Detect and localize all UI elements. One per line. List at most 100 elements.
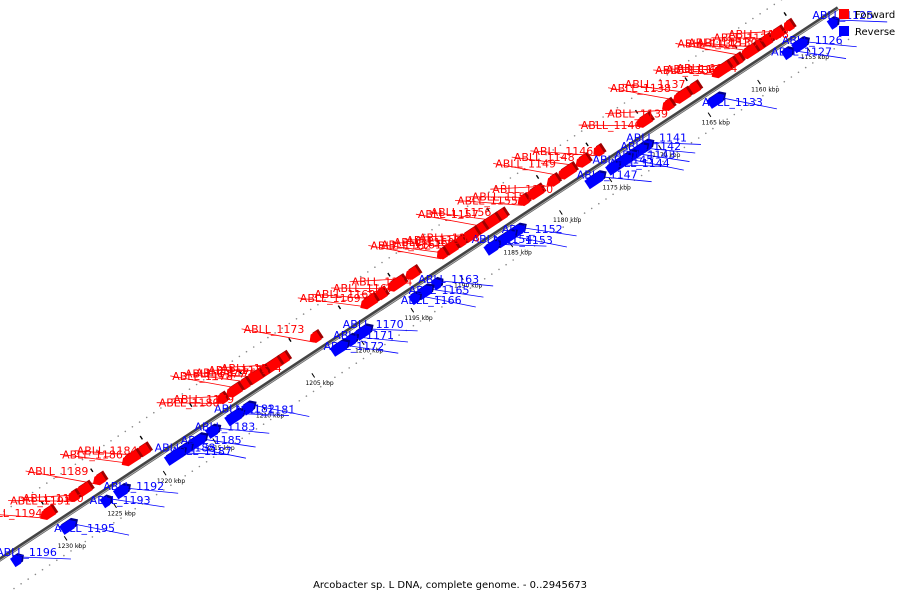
guide-dot xyxy=(766,8,768,10)
gene-label-abll_1195[interactable]: ABLL_1195 xyxy=(54,522,115,535)
gene-label-abll_1175[interactable]: ABLL_1175 xyxy=(208,364,269,377)
gene-label-abll_1145[interactable]: ABLL_1145 xyxy=(592,154,653,167)
gene-arrow-abll_1196 xyxy=(10,555,22,568)
guide-dot xyxy=(840,43,843,45)
gene-label-abll_1147[interactable]: ABLL_1147 xyxy=(577,169,638,182)
gene-label-abll_1194[interactable]: ABLL_1194 xyxy=(0,507,42,520)
guide-dot xyxy=(31,491,34,494)
scale-tick xyxy=(63,535,68,541)
gene-label-abll_1165[interactable]: ABLL_1165 xyxy=(409,284,470,297)
gene-label-abll_1132[interactable]: ABLL_1132 xyxy=(677,37,738,50)
axis-highlight xyxy=(0,8,839,562)
gene-label-abll_1156[interactable]: ABLL_1156 xyxy=(431,206,492,219)
gene-label-abll_1188[interactable]: ABLL_1188 xyxy=(155,442,216,455)
gene-label-abll_1154[interactable]: ABLL_1154 xyxy=(472,233,533,246)
gene-label-abll_1189[interactable]: ABLL_1189 xyxy=(28,465,89,478)
gene-label-abll_1170[interactable]: ABLL_1170 xyxy=(343,318,404,331)
gene-label-abll_1171[interactable]: ABLL_1171 xyxy=(333,329,394,342)
gene-label-abll_1143[interactable]: ABLL_1143 xyxy=(615,149,676,162)
gene-label-abll_1134[interactable]: ABLL_1134 xyxy=(677,62,738,75)
gene-label-abll_1181[interactable]: ABLL_1181 xyxy=(234,404,295,417)
gene-label-abll_1161[interactable]: ABLL_1161 xyxy=(381,238,442,251)
guide-dot xyxy=(395,252,398,254)
gene-label-abll_1187[interactable]: ABLL_1187 xyxy=(171,445,232,458)
gene-label-abll_1186[interactable]: ABLL_1186 xyxy=(62,448,123,461)
gene-label-abll_1185[interactable]: ABLL_1185 xyxy=(181,434,242,447)
guide-dot xyxy=(730,31,733,34)
gene-label-abll_1166[interactable]: ABLL_1166 xyxy=(401,294,462,307)
guide-dot xyxy=(77,545,79,547)
guide-dot xyxy=(747,104,750,106)
gene-arrow-abll_1148 xyxy=(575,153,591,168)
gene-label-abll_1163[interactable]: ABLL_1163 xyxy=(418,273,479,286)
gene-label-abll_1135[interactable]: ABLL_1135 xyxy=(666,63,727,76)
gene-label-abll_1164[interactable]: ABLL_1164 xyxy=(352,276,413,289)
gene-label-abll_1176[interactable]: ABLL_1176 xyxy=(196,367,257,380)
gene-label-abll_1149[interactable]: ABLL_1149 xyxy=(495,157,556,170)
gene-label-abll_1150[interactable]: ABLL_1150 xyxy=(492,183,553,196)
gene-label-abll_1142[interactable]: ABLL_1142 xyxy=(620,140,681,153)
gene-label-abll_1158[interactable]: ABLL_1158 xyxy=(419,231,480,244)
gene-label-abll_1127[interactable]: ABLL_1127 xyxy=(771,46,832,59)
gene-label-abll_1148[interactable]: ABLL_1148 xyxy=(514,151,575,164)
leader-line xyxy=(197,437,256,448)
gene-label-abll_1128[interactable]: ABLL_1128 xyxy=(728,28,789,41)
gene-label-abll_1192[interactable]: ABLL_1192 xyxy=(103,480,164,493)
gene-label-abll_1151[interactable]: ABLL_1151 xyxy=(472,191,533,204)
gene-label-abll_1178[interactable]: ABLL_1178 xyxy=(172,370,233,383)
guide-dot xyxy=(459,210,462,212)
gene-label-abll_1191[interactable]: ABLL_1191 xyxy=(10,495,71,508)
gene-label-abll_1133[interactable]: ABLL_1133 xyxy=(702,96,763,109)
leader-line xyxy=(8,500,73,502)
gene-label-abll_1146[interactable]: ABLL_1146 xyxy=(532,145,593,158)
gene-label-abll_1160[interactable]: ABLL_1160 xyxy=(394,236,455,249)
gene-label-abll_1182[interactable]: ABLL_1182 xyxy=(214,403,275,416)
gene-label-abll_1168[interactable]: ABLL_1168 xyxy=(314,288,375,301)
gene-label-abll_1172[interactable]: ABLL_1172 xyxy=(323,340,384,353)
guide-dot xyxy=(153,411,155,414)
guide-dot xyxy=(466,205,469,207)
gene-label-abll_1162[interactable]: ABLL_1162 xyxy=(370,240,431,253)
gene-label-abll_1144[interactable]: ABLL_1144 xyxy=(609,157,670,170)
gene-arrow-abll_1150 xyxy=(546,174,561,187)
gene-label-abll_1136[interactable]: ABLL_1136 xyxy=(655,64,716,77)
gene-label-abll_1153[interactable]: ABLL_1153 xyxy=(492,234,553,247)
guide-dot xyxy=(709,45,711,48)
gene-label-abll_1173[interactable]: ABLL_1173 xyxy=(244,323,305,336)
guide-dot xyxy=(719,123,721,125)
gene-label-abll_1193[interactable]: ABLL_1193 xyxy=(90,494,151,507)
gene-label-abll_1155[interactable]: ABLL_1155 xyxy=(457,194,518,207)
gene-label-abll_1180[interactable]: ABLL_1180 xyxy=(159,397,220,410)
guide-dot xyxy=(195,383,198,386)
guide-dot xyxy=(295,318,298,320)
gene-label-abll_1183[interactable]: ABLL_1183 xyxy=(194,420,255,433)
gene-label-abll_1130[interactable]: ABLL_1130 xyxy=(697,37,758,50)
gene-labels: ABLL_1125ABLL_1126ABLL_1127ABLL_1133ABLL… xyxy=(0,9,873,559)
guide-dot xyxy=(60,472,62,475)
genome-caption: Arcobacter sp. L DNA, complete genome. -… xyxy=(313,580,587,591)
gene-label-abll_1152[interactable]: ABLL_1152 xyxy=(502,223,563,236)
gene-label-abll_1138[interactable]: ABLL_1138 xyxy=(610,82,671,95)
guide-dot xyxy=(630,97,633,100)
scale-tick xyxy=(707,112,712,118)
gene-label-abll_1167[interactable]: ABLL_1167 xyxy=(333,282,394,295)
gene-label-abll_1177[interactable]: ABLL_1177 xyxy=(185,368,246,381)
guide-dot xyxy=(96,449,98,452)
gene-label-abll_1159[interactable]: ABLL_1159 xyxy=(406,234,467,247)
gene-label-abll_1129[interactable]: ABLL_1129 xyxy=(713,32,774,45)
gene-label-abll_1137[interactable]: ABLL_1137 xyxy=(625,78,686,91)
gene-label-abll_1126[interactable]: ABLL_1126 xyxy=(782,34,843,47)
legend-reverse-swatch xyxy=(839,26,849,36)
gene-label-abll_1139[interactable]: ABLL_1139 xyxy=(607,108,668,121)
gene-label-abll_1174[interactable]: ABLL_1174 xyxy=(221,362,282,375)
gene-label-abll_1157[interactable]: ABLL_1157 xyxy=(418,208,479,221)
gene-label-abll_1131[interactable]: ABLL_1131 xyxy=(688,36,749,49)
gene-label-abll_1196[interactable]: ABLL_1196 xyxy=(0,546,57,559)
gene-label-abll_1141[interactable]: ABLL_1141 xyxy=(626,131,687,144)
guide-dot xyxy=(103,444,105,447)
gene-label-abll_1169[interactable]: ABLL_1169 xyxy=(300,292,361,305)
gene-label-abll_1140[interactable]: ABLL_1140 xyxy=(581,119,642,132)
gene-label-abll_1190[interactable]: ABLL_1190 xyxy=(23,492,84,505)
gene-label-abll_1184[interactable]: ABLL_1184 xyxy=(77,445,138,458)
gene-label-abll_1179[interactable]: ABLL_1179 xyxy=(173,393,234,406)
